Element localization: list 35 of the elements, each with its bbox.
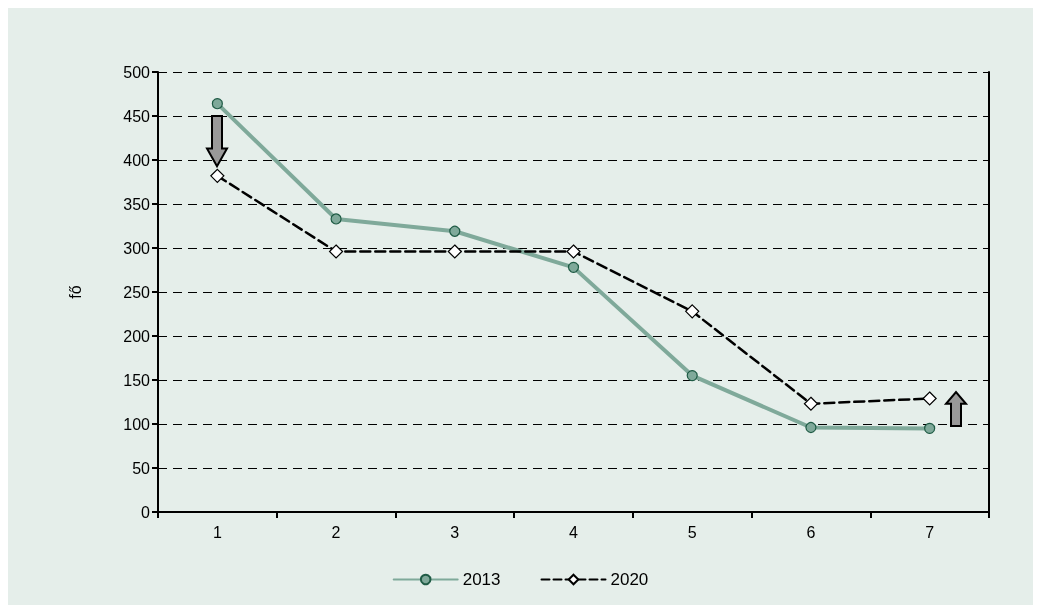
y-tick-label: 300	[123, 239, 151, 257]
x-tick-label: 5	[687, 523, 697, 541]
point	[922, 391, 937, 406]
point	[803, 396, 819, 411]
point	[449, 225, 461, 237]
point	[210, 168, 225, 183]
y-tick-label: 100	[123, 415, 151, 433]
y-tick-label: 450	[123, 107, 151, 125]
point	[685, 304, 700, 319]
x-tick-label: 4	[569, 523, 579, 541]
point	[211, 98, 223, 110]
legend-label: 2020	[610, 570, 649, 589]
x-tick-label: 6	[806, 523, 816, 541]
y-axis-title: fő	[66, 285, 84, 299]
x-tick-label: 7	[925, 523, 935, 541]
point	[567, 261, 580, 273]
point	[924, 422, 936, 434]
y-tick-label: 150	[123, 371, 151, 389]
y-tick-label: 0	[141, 503, 151, 521]
y-tick-label: 350	[123, 195, 151, 213]
y-tick-label: 400	[123, 151, 151, 169]
x-tick-label: 2	[331, 523, 341, 541]
y-tick-label: 250	[123, 283, 151, 301]
y-tick-label: 50	[132, 459, 151, 477]
x-tick-label: 1	[212, 523, 222, 541]
x-tick-label: 3	[450, 523, 460, 541]
point	[328, 244, 344, 259]
y-tick-label: 500	[123, 63, 151, 81]
point	[805, 421, 817, 434]
point	[330, 213, 342, 225]
y-tick-label: 200	[123, 327, 151, 345]
point	[686, 370, 698, 382]
legend-label: 2013	[462, 570, 501, 589]
point	[447, 244, 462, 259]
point	[566, 244, 581, 259]
